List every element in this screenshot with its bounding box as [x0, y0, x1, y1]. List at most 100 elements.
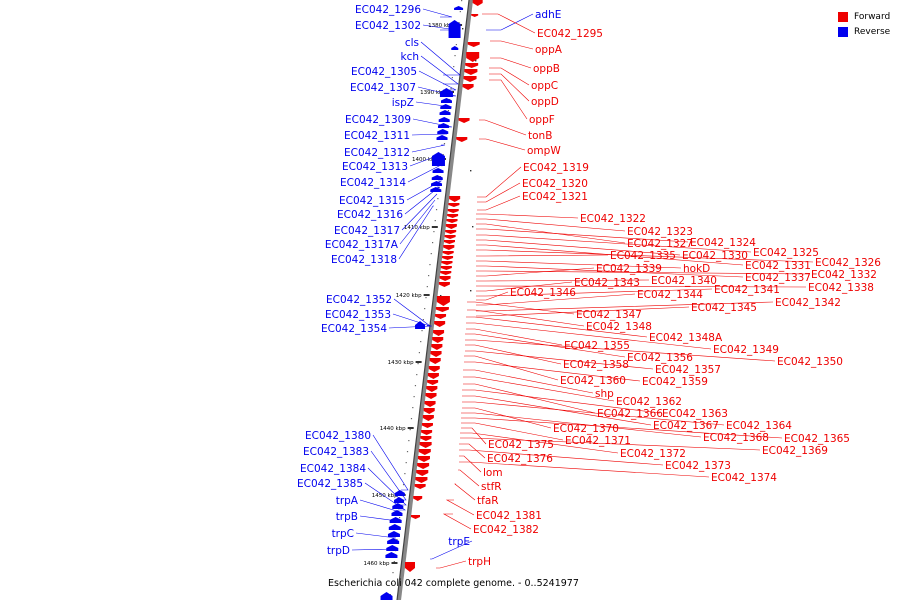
forward-gene-feature — [420, 436, 432, 441]
axis-tick-label: 1450 kbp — [372, 493, 398, 499]
forward-label-connector — [476, 239, 681, 256]
axis-minor-dot — [413, 396, 415, 398]
forward-label-connector — [464, 361, 641, 382]
forward-gene-label: EC042_1330 — [682, 250, 748, 262]
axis-minor-dot — [461, 0, 463, 2]
forward-gene-label: EC042_1360 — [560, 375, 626, 387]
reverse-gene-label: EC042_1315 — [339, 195, 405, 207]
forward-label-connector — [490, 57, 532, 69]
reverse-label-connector — [418, 70, 457, 91]
forward-gene-feature — [439, 276, 451, 281]
forward-gene-feature — [446, 219, 458, 223]
forward-label-connector — [476, 244, 744, 266]
forward-label-connector — [476, 260, 682, 269]
forward-label-connector — [490, 40, 534, 50]
reverse-gene-label: EC042_1385 — [297, 478, 363, 490]
forward-label-connector — [476, 213, 579, 219]
forward-label-connector — [479, 138, 526, 151]
forward-label-connector — [476, 285, 807, 288]
reverse-label-connector — [420, 41, 461, 76]
forward-gene-label: EC042_1373 — [665, 460, 731, 472]
forward-gene-label: EC042_1320 — [522, 178, 588, 190]
reverse-gene-feature — [438, 117, 450, 122]
forward-label-connector — [466, 328, 563, 346]
forward-gene-label: EC042_1375 — [488, 439, 554, 451]
forward-gene-label: EC042_1364 — [726, 420, 792, 432]
gene-feature-layer — [380, 0, 483, 600]
reverse-label-connector — [422, 24, 457, 31]
reverse-label-connector — [398, 205, 434, 260]
forward-gene-feature — [421, 430, 433, 435]
axis-minor-dot — [429, 264, 431, 266]
forward-gene-feature — [443, 245, 455, 250]
forward-gene-label: EC042_1338 — [808, 282, 874, 294]
forward-label-connector — [465, 339, 776, 362]
forward-gene-label: EC042_1368 — [703, 432, 769, 444]
axis-minor-dot — [409, 429, 411, 431]
reverse-gene-label: EC042_1317A — [325, 239, 399, 251]
forward-gene-label: EC042_1376 — [487, 453, 553, 465]
forward-gene-label: EC042_1347 — [576, 309, 642, 321]
forward-gene-label: stfR — [481, 481, 502, 493]
forward-label-connector — [461, 412, 702, 438]
forward-gene-label: EC042_1322 — [580, 213, 646, 225]
forward-gene-feature — [411, 515, 420, 519]
forward-gene-feature — [462, 84, 474, 90]
reverse-gene-label: EC042_1352 — [326, 294, 392, 306]
reverse-gene-label: EC042_1384 — [300, 463, 366, 475]
forward-label-connector — [476, 270, 810, 275]
axis-tick-label: 1410 kbp — [404, 225, 430, 231]
forward-gene-feature — [405, 562, 415, 572]
legend-reverse: Reverse — [838, 24, 890, 39]
reverse-label-connector — [364, 482, 406, 511]
forward-gene-feature — [448, 203, 460, 207]
forward-label-connector — [477, 182, 521, 203]
forward-gene-label: hokD — [683, 263, 710, 275]
forward-gene-label: EC042_1340 — [651, 275, 717, 287]
axis-minor-dot — [399, 517, 401, 519]
forward-gene-label: EC042_1369 — [762, 445, 828, 457]
reverse-label-connector — [388, 325, 433, 329]
reverse-gene-label: EC042_1296 — [355, 4, 421, 16]
forward-gene-label: EC042_1321 — [522, 191, 588, 203]
reverse-gene-feature — [437, 129, 449, 134]
forward-label-connector — [459, 461, 710, 478]
forward-label-connector — [467, 301, 575, 315]
axis-minor-dot — [412, 407, 414, 409]
axis-minor-dot — [459, 11, 461, 13]
forward-gene-feature — [427, 380, 439, 385]
misc-marker — [462, 28, 464, 30]
axis-minor-dot — [425, 297, 427, 299]
strand-legend: Forward Reverse — [838, 9, 890, 39]
forward-label-connector — [476, 267, 595, 277]
forward-gene-label: EC042_1358 — [563, 359, 629, 371]
forward-gene-label: oppF — [529, 114, 555, 126]
forward-gene-feature — [456, 137, 468, 142]
forward-label-connector — [476, 218, 626, 232]
forward-gene-feature — [430, 351, 442, 357]
forward-gene-feature — [435, 314, 447, 319]
forward-label-connector — [436, 560, 467, 569]
reverse-label-connector — [359, 515, 399, 522]
forward-gene-label: EC042_1342 — [775, 297, 841, 309]
forward-gene-label: lom — [483, 467, 503, 479]
reverse-gene-feature — [392, 503, 404, 509]
forward-label-connector — [476, 281, 573, 292]
axis-minor-dot — [391, 583, 393, 585]
reverse-gene-feature — [389, 517, 402, 523]
forward-gene-label: EC042_1372 — [620, 448, 686, 460]
forward-gene-feature — [413, 496, 423, 501]
forward-gene-label: EC042_1348 — [586, 321, 652, 333]
reverse-gene-label: EC042_1313 — [342, 161, 408, 173]
forward-gene-label: EC042_1326 — [815, 257, 881, 269]
forward-label-connector — [465, 344, 562, 365]
axis-minor-dot — [433, 231, 435, 233]
axis-tick-label: 1380 kbp — [428, 23, 454, 29]
forward-gene-feature — [447, 214, 459, 218]
reverse-gene-feature — [388, 524, 401, 530]
reverse-gene-label: EC042_1307 — [350, 82, 416, 94]
axis-minor-dot — [435, 209, 438, 211]
reverse-gene-feature — [386, 545, 399, 551]
forward-label-connector — [476, 254, 609, 257]
